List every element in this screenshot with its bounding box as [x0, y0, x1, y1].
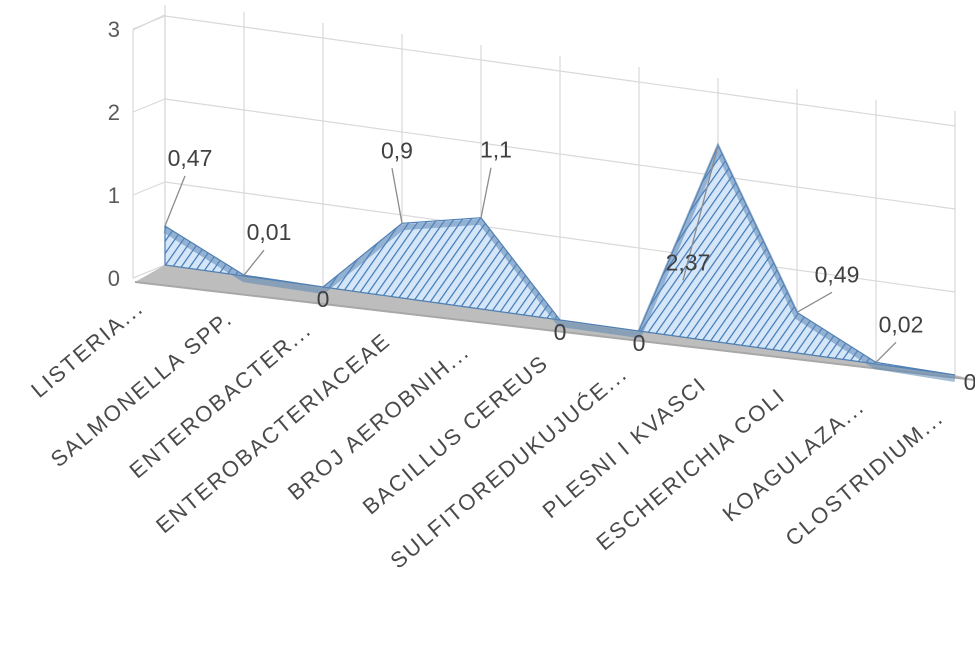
y-tick-label: 1: [108, 183, 120, 208]
data-label-leader: [164, 175, 186, 227]
data-label-leader: [243, 249, 265, 276]
category-label: BROJ AEROBNIH...: [283, 339, 474, 505]
data-label: 0: [554, 319, 567, 345]
floor-plane: [135, 265, 975, 380]
data-label-leader: [875, 341, 897, 363]
side-wall: [132, 14, 166, 279]
data-label: 0,49: [815, 261, 860, 287]
category-label: CLOSTRIDIUM...: [781, 405, 949, 551]
gridline-side: [132, 264, 166, 279]
data-label: 0: [317, 286, 330, 312]
category-label: SALMONELLA SPP.: [46, 306, 237, 472]
data-label: 1,1: [480, 137, 512, 163]
data-label-leader: [391, 168, 403, 224]
data-label: 0,02: [879, 311, 924, 337]
data-label: 2,37: [666, 249, 711, 275]
data-label: 0: [964, 369, 975, 395]
data-label: 0,01: [247, 219, 292, 245]
gridline-side: [132, 15, 166, 30]
chart-floor: [134, 265, 975, 381]
data-labels: 0,47 0,01 0 0,9 1,1 0 0 2,37 0,49 0,02 0: [164, 137, 975, 395]
category-label: PLESNI I KVASCI: [538, 372, 712, 523]
category-label: ENTEROBACTER...: [125, 317, 317, 484]
area-ridge: [163, 141, 956, 382]
category-label: BACILLUS CEREUS: [358, 350, 553, 520]
y-tick-label: 3: [108, 17, 120, 42]
category-label: ESCHERICHIA COLI: [591, 383, 790, 556]
gridline-side: [132, 98, 166, 113]
area-fill: [164, 143, 956, 376]
y-axis-ticks: 0 1 2 3: [108, 17, 120, 291]
data-label-leader: [682, 145, 719, 281]
data-label: 0: [633, 330, 646, 356]
data-label-leader: [796, 291, 833, 313]
data-label: 0,9: [381, 137, 413, 163]
y-tick-label: 0: [108, 266, 120, 291]
data-label: 0,47: [168, 145, 213, 171]
gridline-side: [132, 181, 166, 196]
data-label-leader: [480, 167, 492, 218]
floor-edge: [134, 281, 975, 381]
y-tick-label: 2: [108, 100, 120, 125]
